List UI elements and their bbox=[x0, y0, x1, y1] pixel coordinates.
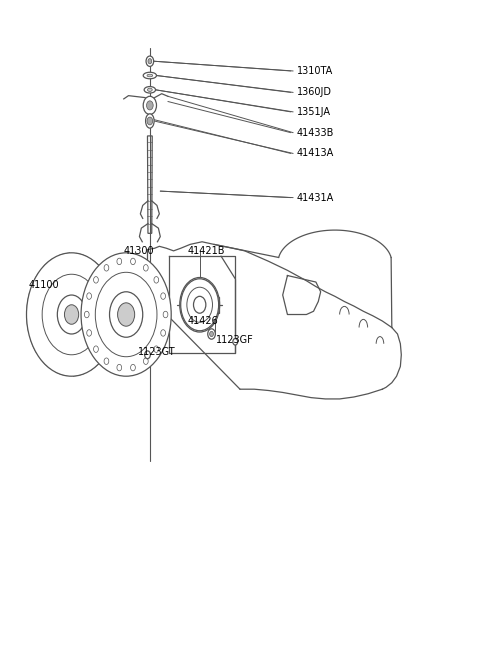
Circle shape bbox=[57, 295, 86, 334]
Circle shape bbox=[148, 59, 152, 64]
Text: 41300: 41300 bbox=[124, 246, 155, 256]
Circle shape bbox=[104, 358, 109, 364]
Circle shape bbox=[208, 329, 216, 339]
Ellipse shape bbox=[145, 114, 154, 128]
Circle shape bbox=[180, 278, 219, 332]
Circle shape bbox=[87, 329, 92, 336]
Circle shape bbox=[94, 346, 98, 352]
Ellipse shape bbox=[144, 86, 156, 93]
Circle shape bbox=[117, 258, 121, 265]
Circle shape bbox=[193, 296, 206, 313]
Circle shape bbox=[146, 101, 153, 110]
Circle shape bbox=[161, 329, 166, 336]
Circle shape bbox=[104, 265, 109, 271]
Circle shape bbox=[154, 346, 159, 352]
Text: 1123GF: 1123GF bbox=[216, 335, 254, 345]
Circle shape bbox=[147, 117, 153, 125]
Text: 1310TA: 1310TA bbox=[297, 66, 333, 76]
Circle shape bbox=[144, 358, 148, 364]
Text: 41421B: 41421B bbox=[188, 246, 225, 256]
Circle shape bbox=[117, 364, 121, 371]
Circle shape bbox=[84, 311, 89, 318]
Circle shape bbox=[87, 293, 92, 299]
Circle shape bbox=[26, 253, 117, 376]
Circle shape bbox=[186, 318, 190, 324]
Circle shape bbox=[42, 274, 101, 355]
Circle shape bbox=[154, 276, 159, 283]
Text: 1351JA: 1351JA bbox=[297, 107, 331, 117]
Ellipse shape bbox=[147, 74, 153, 77]
Circle shape bbox=[209, 318, 213, 324]
Ellipse shape bbox=[143, 72, 156, 79]
Text: 41426: 41426 bbox=[188, 316, 218, 326]
Circle shape bbox=[109, 291, 143, 337]
Circle shape bbox=[163, 311, 168, 318]
Circle shape bbox=[64, 305, 79, 324]
Circle shape bbox=[144, 265, 148, 271]
Text: 41413A: 41413A bbox=[297, 149, 334, 159]
Circle shape bbox=[143, 96, 156, 115]
Circle shape bbox=[161, 293, 166, 299]
Circle shape bbox=[210, 331, 214, 337]
Text: 1123GT: 1123GT bbox=[138, 347, 176, 357]
Circle shape bbox=[131, 258, 135, 265]
Circle shape bbox=[209, 286, 213, 291]
Circle shape bbox=[186, 286, 190, 291]
Circle shape bbox=[180, 279, 219, 331]
Text: 1360JD: 1360JD bbox=[297, 87, 332, 98]
Circle shape bbox=[94, 276, 98, 283]
Circle shape bbox=[186, 287, 213, 323]
Circle shape bbox=[233, 339, 238, 345]
Circle shape bbox=[146, 56, 154, 66]
Circle shape bbox=[96, 272, 157, 357]
Text: 41433B: 41433B bbox=[297, 128, 334, 138]
Ellipse shape bbox=[147, 88, 152, 92]
Text: 41431A: 41431A bbox=[297, 193, 334, 202]
Polygon shape bbox=[147, 136, 152, 233]
Circle shape bbox=[187, 288, 213, 322]
Circle shape bbox=[81, 253, 171, 376]
Circle shape bbox=[144, 351, 150, 359]
Circle shape bbox=[118, 303, 135, 326]
Circle shape bbox=[131, 364, 135, 371]
Text: 41100: 41100 bbox=[29, 280, 60, 290]
